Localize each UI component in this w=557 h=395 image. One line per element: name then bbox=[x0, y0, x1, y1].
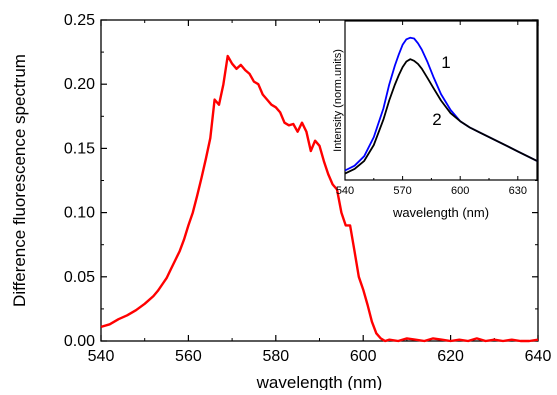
x-tick-label: 600 bbox=[350, 348, 377, 365]
x-tick-label: 540 bbox=[88, 348, 115, 365]
x-axis-title: wavelength (nm) bbox=[256, 373, 383, 390]
inset-x-tick-label: 630 bbox=[509, 185, 527, 197]
x-tick-label: 620 bbox=[437, 348, 464, 365]
y-axis-title: Difference fluorescence spectrum bbox=[10, 54, 29, 307]
inset-series-line-2 bbox=[344, 58, 538, 175]
inset-series-label: 2 bbox=[432, 110, 441, 129]
y-tick-label: 0.10 bbox=[64, 205, 95, 222]
y-tick-label: 0.00 bbox=[64, 333, 95, 350]
inset-x-tick-label: 600 bbox=[451, 185, 469, 197]
inset-series-label: 1 bbox=[441, 53, 450, 72]
y-tick-label: 0.05 bbox=[64, 269, 95, 286]
main-plot: 540 560 580 600 620 640 0.00 0.05 0.10 0.15 0.20 0.… bbox=[10, 12, 552, 392]
inset-plot: 540 570 600 630 wavelength (nm) Intensity (no… bbox=[332, 20, 538, 220]
inset-x-tick-label: 540 bbox=[336, 185, 354, 197]
x-tick-label: 580 bbox=[262, 348, 289, 365]
inset-y-axis-title: Intensity (norm.units) bbox=[332, 49, 344, 152]
x-tick-label: 640 bbox=[525, 348, 552, 365]
inset-x-axis-title: wavelength (nm) bbox=[392, 205, 489, 220]
x-tick-label: 560 bbox=[175, 348, 202, 365]
y-tick-label: 0.20 bbox=[64, 76, 95, 93]
y-tick-label: 0.15 bbox=[64, 140, 95, 157]
main-series-line bbox=[100, 54, 539, 343]
inset-x-tick-label: 570 bbox=[393, 185, 411, 197]
y-tick-label: 0.25 bbox=[64, 12, 95, 29]
